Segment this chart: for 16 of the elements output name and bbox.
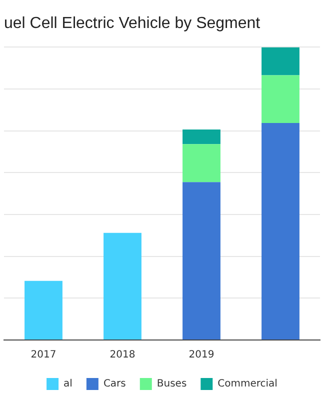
bar <box>262 47 300 76</box>
bar <box>182 129 220 144</box>
x-tick-label: 2017 <box>30 350 56 361</box>
legend-label: Buses <box>156 378 187 390</box>
bar <box>182 144 220 182</box>
bar <box>24 280 62 340</box>
chart-title: uel Cell Electric Vehicle by Segment <box>4 15 261 32</box>
x-tick-label: 2019 <box>188 350 214 361</box>
x-tick-label: 2018 <box>110 350 136 361</box>
bar <box>262 75 300 124</box>
legend-label: al <box>64 378 72 390</box>
bar <box>262 123 300 340</box>
legend-label: Commercial <box>218 378 278 390</box>
bar <box>182 182 220 340</box>
legend-label: Cars <box>103 378 126 390</box>
bar <box>104 232 142 340</box>
